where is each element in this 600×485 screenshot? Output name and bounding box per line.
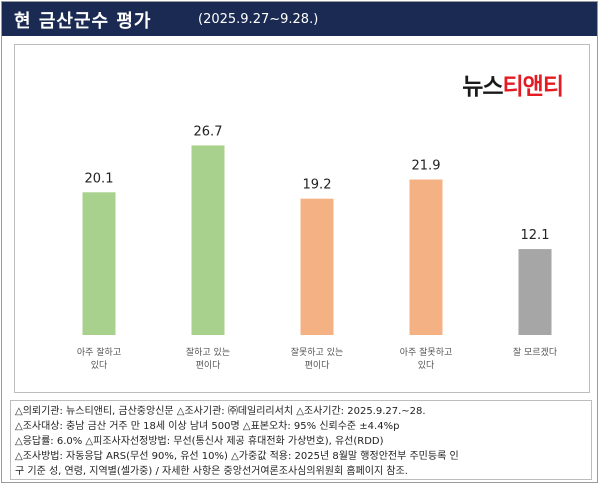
- footnote-line: △조사대상: 충남 금산 거주 만 18세 이상 남녀 500명 △표본오차: …: [15, 421, 400, 432]
- footnote-line: △조사방법: 자동응답 ARS(무선 90%, 유선 10%) △가중값 적용:…: [15, 451, 459, 462]
- category-label: 있다: [91, 359, 108, 371]
- data-label: 19.2: [303, 178, 332, 193]
- title-bar: 현 금산군수 평가 (2025.9.27~9.28.): [2, 2, 597, 36]
- page-title: 현 금산군수 평가: [14, 11, 152, 32]
- bar: [518, 249, 552, 335]
- bar: [82, 192, 116, 335]
- survey-footnote: △의뢰기관: 뉴스티앤티, 금산중앙신문 △조사기관: ㈜데일리리서치 △조사기…: [10, 400, 592, 480]
- category-label: 잘못하고 있는: [291, 346, 344, 358]
- logo-part-tnt: 티앤티: [502, 74, 564, 100]
- category-label: 아주 잘못하고: [400, 346, 453, 358]
- brand-logo: 뉴스티앤티: [462, 67, 564, 101]
- data-label: 12.1: [521, 228, 550, 243]
- bar: [300, 198, 334, 335]
- category-label: 아주 잘하고: [77, 346, 121, 358]
- footnote-line: △의뢰기관: 뉴스티앤티, 금산중앙신문 △조사기관: ㈜데일리리서치 △조사기…: [15, 406, 426, 417]
- category-label: 편이다: [305, 359, 331, 371]
- category-label: 편이다: [196, 359, 222, 371]
- data-label: 20.1: [85, 171, 114, 186]
- footnote-line: 구 기준 성, 연령, 지역별(셀가중) / 자세한 사항은 중앙선거여론조사심…: [15, 466, 408, 477]
- bar: [191, 145, 225, 335]
- data-label: 21.9: [412, 159, 441, 174]
- data-label: 26.7: [194, 124, 223, 139]
- chart-panel: 뉴스티앤티 20.1 아주 잘하고 있다 26.7 잘하고 있는 편이다 19.2 잘못하고 …: [14, 44, 590, 393]
- category-label: 있다: [418, 359, 435, 371]
- category-label: 잘하고 있는: [186, 346, 230, 358]
- category-label: 잘 모르겠다: [513, 346, 558, 358]
- logo-part-news: 뉴스: [462, 74, 503, 100]
- bar: [409, 179, 443, 335]
- footnote-line: △응답률: 6.0% △피조사자선정방법: 무선(통신사 제공 휴대전화 가상번…: [15, 436, 384, 447]
- survey-period: (2025.9.27~9.28.): [198, 12, 319, 27]
